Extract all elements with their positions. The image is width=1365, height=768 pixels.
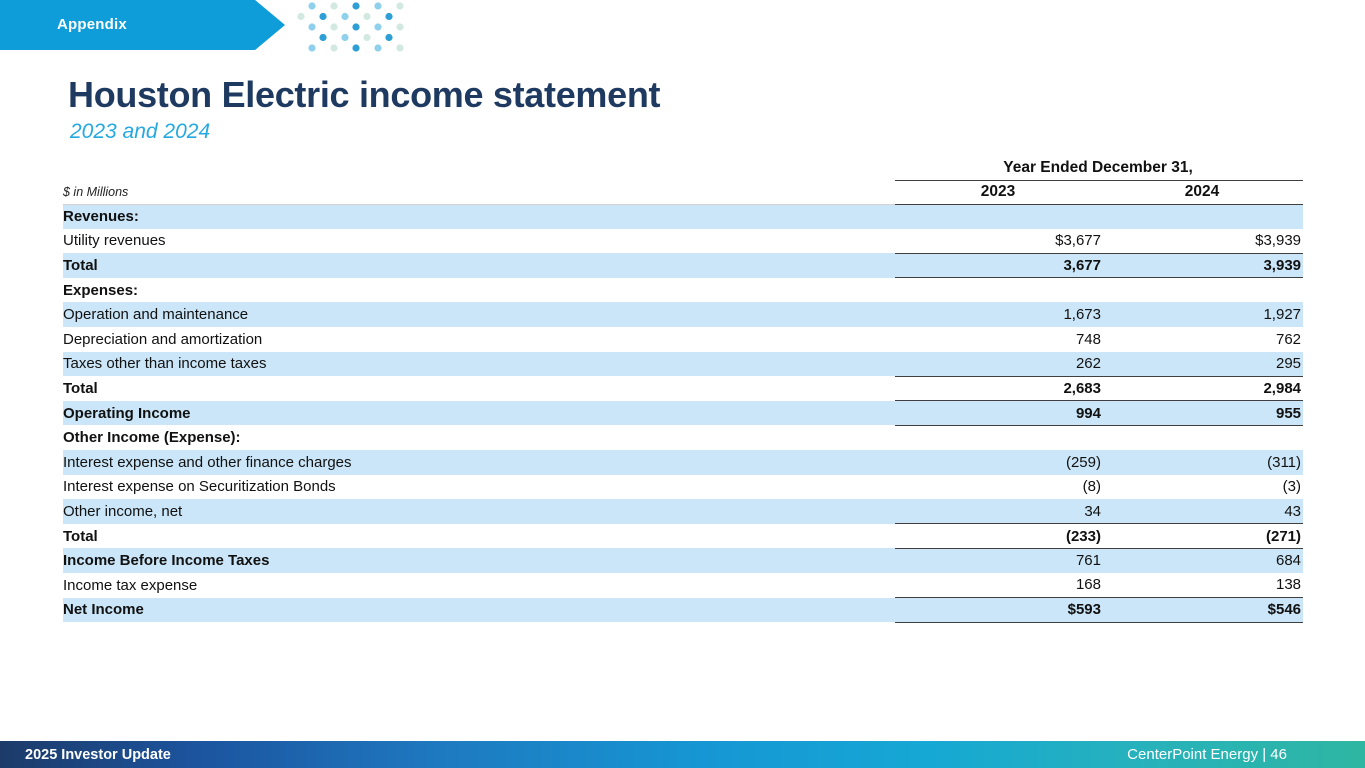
value-2024: (3) [1282, 478, 1302, 496]
table-row: Utility revenues $3,677 $3,939 [63, 228, 1304, 254]
row-label: Taxes other than income taxes [63, 351, 895, 377]
value-2024: 3,939 [1103, 253, 1304, 279]
row-label: Other income, net [63, 499, 895, 524]
value-2024: 1,927 [1103, 302, 1304, 327]
value-2024: 762 [1275, 330, 1302, 348]
period-header-row: Year Ended December 31, [63, 157, 1304, 181]
value-2024: 2,984 [1103, 376, 1304, 402]
value-2023: 748 [1075, 330, 1101, 348]
table-row: Interest expense and other finance charg… [63, 449, 1304, 475]
value-2023: 2,683 [895, 376, 1103, 402]
table-row: Net Income $593 $546 [63, 597, 1304, 623]
table-row: Taxes other than income taxes 262 295 [63, 351, 1304, 377]
value-2023: $593 [895, 597, 1103, 623]
footer-company-page-number: CenterPoint Energy | 46 [1127, 746, 1287, 763]
table-row: Total (233) (271) [63, 523, 1304, 549]
table-row: Revenues: [63, 204, 1304, 229]
value-2023: (233) [895, 523, 1103, 549]
table-row: Total 2,683 2,984 [63, 376, 1304, 402]
column-header-2024: 2024 [1103, 180, 1304, 205]
value-2023: (8) [1082, 478, 1101, 496]
income-table-head: Year Ended December 31, $ in Millions 20… [63, 157, 1304, 205]
row-label: Operation and maintenance [63, 302, 895, 327]
row-label: Total [63, 253, 895, 278]
row-label: Total [63, 379, 98, 397]
table-row: Other income, net 34 43 [63, 499, 1304, 525]
table-row: Total 3,677 3,939 [63, 253, 1304, 279]
value-2023 [895, 204, 1103, 229]
table-row: Income Before Income Taxes 761 684 [63, 548, 1304, 573]
value-2024: (271) [1103, 523, 1304, 549]
row-label: Interest expense on Securitization Bonds [63, 478, 336, 496]
row-label: Total [63, 527, 98, 545]
spacer-cell [63, 157, 895, 180]
value-2024: 295 [1103, 351, 1304, 377]
row-label: Utility revenues [63, 232, 166, 250]
income-table-body: Revenues: Utility revenues $3,677 $3,939… [63, 204, 1304, 623]
row-label: Other Income (Expense): [63, 429, 241, 447]
page-subtitle: 2023 and 2024 [70, 120, 211, 143]
appendix-banner-label: Appendix [57, 16, 127, 33]
value-2024: (311) [1103, 449, 1304, 475]
value-2023: 168 [895, 572, 1103, 598]
row-label: Interest expense and other finance charg… [63, 449, 895, 475]
value-2023: 761 [895, 548, 1103, 573]
table-row: Interest expense on Securitization Bonds… [63, 475, 1303, 500]
footer-bar: 2025 Investor Update CenterPoint Energy … [0, 741, 1365, 768]
column-header-row: $ in Millions 2023 2024 [63, 180, 1304, 205]
value-2023 [895, 425, 1103, 450]
value-2023: $3,677 [895, 228, 1103, 254]
row-label: Operating Income [63, 400, 895, 426]
table-row: Expenses: [63, 278, 1303, 303]
income-statement-table: Year Ended December 31, $ in Millions 20… [63, 157, 1304, 623]
value-2024: 684 [1103, 548, 1304, 573]
value-2024: 43 [1103, 499, 1304, 525]
period-header: Year Ended December 31, [895, 157, 1304, 181]
row-label: Depreciation and amortization [63, 330, 263, 348]
value-2024: 138 [1103, 572, 1304, 598]
row-label: Income tax expense [63, 576, 198, 594]
value-2024: 955 [1103, 400, 1304, 426]
footer-deck-title: 2025 Investor Update [25, 746, 171, 763]
value-2023: 262 [895, 351, 1103, 377]
value-2024 [1103, 204, 1304, 229]
row-label: Expenses: [63, 281, 139, 299]
appendix-banner [0, 0, 285, 50]
value-2023: 3,677 [895, 253, 1103, 279]
page-title: Houston Electric income statement [68, 74, 661, 115]
table-row: Operating Income 994 955 [63, 400, 1304, 426]
row-label: Net Income [63, 597, 895, 623]
row-label: Income Before Income Taxes [63, 548, 895, 573]
table-row: Depreciation and amortization 748 762 [63, 327, 1303, 352]
value-2023: 34 [895, 499, 1103, 525]
column-header-2023: 2023 [895, 180, 1103, 205]
value-2024 [1103, 278, 1303, 303]
value-2023: 994 [895, 400, 1103, 426]
decorative-dots-pattern [297, 2, 404, 52]
value-2024 [1103, 425, 1303, 450]
table-row: Income tax expense 168 138 [63, 572, 1304, 598]
table-row: Operation and maintenance 1,673 1,927 [63, 302, 1304, 327]
value-2024: $3,939 [1103, 228, 1304, 254]
value-2023: 1,673 [895, 302, 1103, 327]
row-label: Revenues: [63, 204, 895, 229]
value-2024: $546 [1103, 597, 1304, 623]
value-2023: (259) [895, 449, 1103, 475]
value-2023 [895, 278, 1103, 303]
units-label: $ in Millions [63, 180, 895, 205]
table-row: Other Income (Expense): [63, 425, 1303, 450]
